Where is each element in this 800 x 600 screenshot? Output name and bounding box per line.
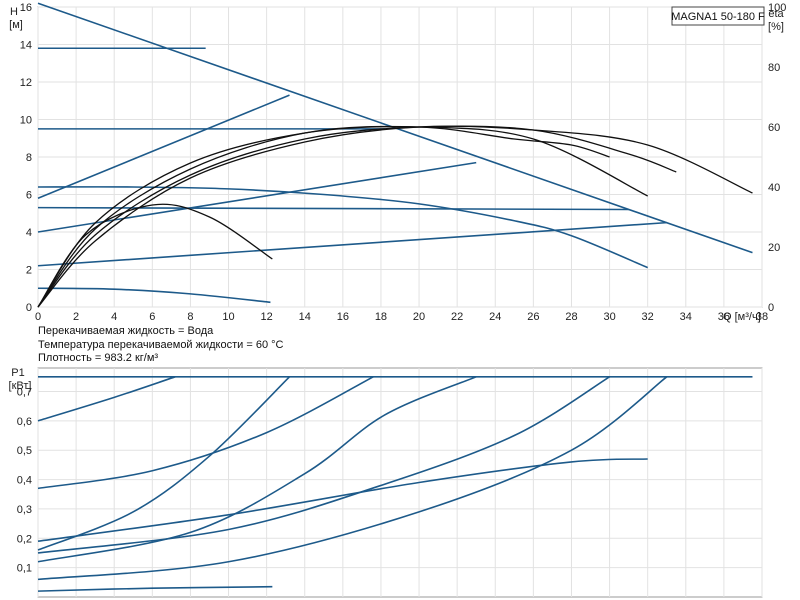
flow-tick-label: 34 <box>680 311 692 323</box>
power-curve <box>37 376 668 581</box>
head-tick-label: 16 <box>20 2 32 14</box>
flow-tick-label: 10 <box>222 311 234 323</box>
model-badge-box <box>671 6 765 26</box>
flow-tick-label: 28 <box>565 311 577 323</box>
info-line-density: Плотность = 983.2 кг/м³ <box>38 352 158 364</box>
bottom-plot-frame <box>37 367 763 598</box>
power-axis-label-unit: [кВт] <box>9 380 32 392</box>
head-axis-label-top: H <box>10 6 18 18</box>
eta-axis-label-unit: [%] <box>768 21 784 33</box>
efficiency-curve <box>37 203 273 308</box>
eta-tick-label: 100 <box>768 2 786 14</box>
head-curves <box>37 2 753 304</box>
power-tick-label: 0,7 <box>17 386 32 398</box>
flow-tick-label: 12 <box>261 311 273 323</box>
tick-labels: 0 2 4 6 8 10 12 14 16 18 20 22 24 26 28 30 32 34 36 3802468… <box>17 2 787 575</box>
efficiency-curves <box>37 125 753 308</box>
flow-tick-label: 38 <box>756 311 768 323</box>
eta-tick-label: 40 <box>768 182 780 194</box>
power-curves <box>37 376 753 592</box>
eta-tick-label: 60 <box>768 122 780 134</box>
flow-tick-label: 36 <box>718 311 730 323</box>
flow-tick-label: 30 <box>603 311 615 323</box>
flow-tick-label: 24 <box>489 311 501 323</box>
power-tick-label: 0,4 <box>17 475 32 487</box>
flow-tick-label: 16 <box>337 311 349 323</box>
power-axis-label-top: P1 <box>11 367 24 379</box>
power-curve <box>37 458 648 543</box>
eta-tick-label: 0 <box>768 302 774 314</box>
head-tick-label: 10 <box>20 115 32 127</box>
head-tick-label: 14 <box>20 40 32 52</box>
bottom-grid <box>37 367 763 598</box>
head-curve <box>37 94 290 199</box>
power-tick-label: 0,6 <box>17 416 32 428</box>
power-curve <box>37 376 610 554</box>
flow-tick-label: 22 <box>451 311 463 323</box>
flow-tick-label: 8 <box>187 311 193 323</box>
head-tick-label: 0 <box>26 302 32 314</box>
flow-tick-label: 14 <box>299 311 311 323</box>
info-line-fluid: Перекачиваемая жидкость = Вода <box>38 325 214 337</box>
head-curve <box>37 287 271 304</box>
info-line-temperature: Температура перекачиваемой жидкости = 60… <box>38 339 284 351</box>
efficiency-curve <box>37 125 753 308</box>
head-axis-label-unit: [м] <box>9 19 23 31</box>
power-tick-label: 0,3 <box>17 504 32 516</box>
head-tick-label: 8 <box>26 152 32 164</box>
flow-tick-label: 2 <box>73 311 79 323</box>
power-curve <box>37 376 374 490</box>
power-curve <box>37 585 273 592</box>
power-tick-label: 0,5 <box>17 445 32 457</box>
power-tick-label: 0,2 <box>17 533 32 545</box>
efficiency-curve <box>37 125 677 308</box>
model-badge: MAGNA1 50-180 F <box>671 11 765 23</box>
power-curve <box>37 376 477 563</box>
eta-tick-label: 80 <box>768 62 780 74</box>
head-curve <box>37 161 477 233</box>
top-grid <box>37 6 763 308</box>
head-tick-label: 4 <box>26 227 32 239</box>
flow-tick-label: 6 <box>149 311 155 323</box>
eta-axis-label-top: eta <box>768 8 784 20</box>
flow-tick-label: 26 <box>527 311 539 323</box>
head-tick-label: 6 <box>26 190 32 202</box>
power-curve <box>37 376 176 422</box>
head-curve <box>37 206 629 211</box>
flow-tick-label: 32 <box>642 311 654 323</box>
flow-tick-label: 4 <box>111 311 117 323</box>
head-tick-label: 2 <box>26 265 32 277</box>
flow-tick-label: 18 <box>375 311 387 323</box>
power-tick-label: 0,1 <box>17 563 32 575</box>
head-curve <box>37 221 667 267</box>
eta-tick-label: 20 <box>768 242 780 254</box>
flow-tick-label: 0 <box>35 311 41 323</box>
flow-axis-label: Q [м³/ч] <box>723 311 761 323</box>
head-curve <box>37 186 648 269</box>
head-tick-label: 12 <box>20 77 32 89</box>
flow-tick-label: 20 <box>413 311 425 323</box>
efficiency-curve <box>37 126 610 308</box>
